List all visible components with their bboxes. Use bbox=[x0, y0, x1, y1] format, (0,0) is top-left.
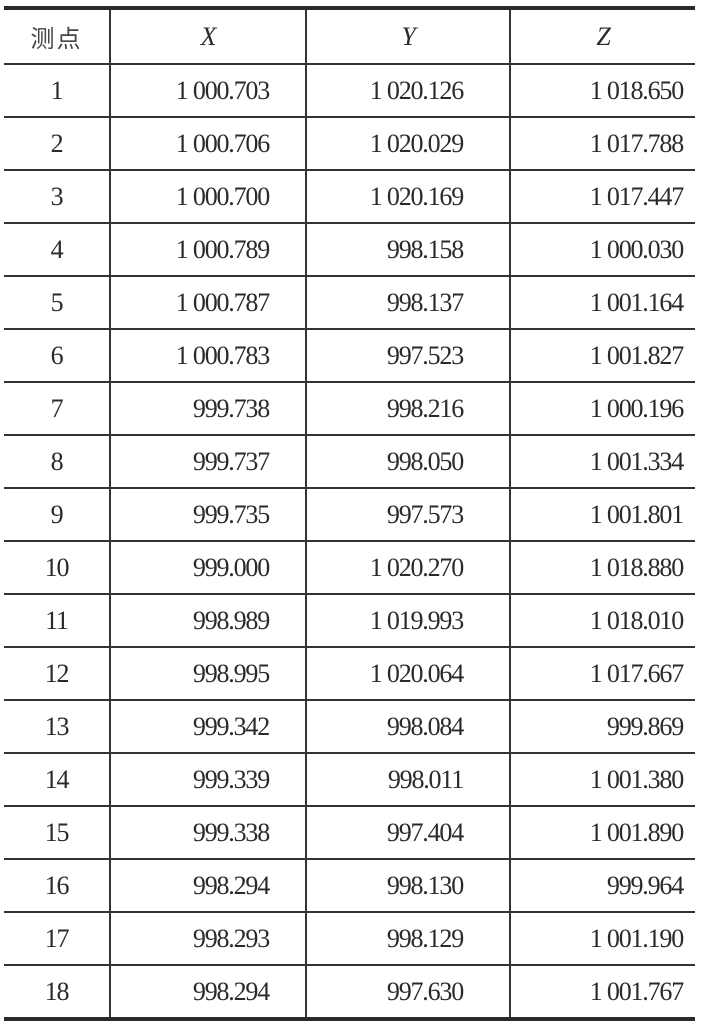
cell-x: 1 000.703 bbox=[109, 64, 306, 118]
cell-point: 9 bbox=[4, 488, 110, 542]
cell-x: 998.294 bbox=[109, 965, 306, 1020]
cell-point: 8 bbox=[4, 435, 110, 489]
cell-z: 1 017.788 bbox=[509, 117, 695, 171]
cell-point: 16 bbox=[4, 859, 110, 913]
cell-point: 1 bbox=[4, 64, 110, 118]
cell-y: 1 020.270 bbox=[305, 541, 510, 595]
cell-x: 1 000.700 bbox=[109, 170, 306, 224]
cell-y: 998.084 bbox=[305, 700, 510, 754]
table-row: 15 999.338 997.404 1 001.890 bbox=[4, 806, 695, 860]
cell-x: 998.989 bbox=[109, 594, 306, 648]
cell-z: 1 001.164 bbox=[509, 276, 695, 330]
cell-y: 998.011 bbox=[305, 753, 510, 807]
cell-y: 998.050 bbox=[305, 435, 510, 489]
cell-point: 2 bbox=[4, 117, 110, 171]
table-row: 7 999.738 998.216 1 000.196 bbox=[4, 382, 695, 436]
cell-point: 6 bbox=[4, 329, 110, 383]
cell-x: 999.342 bbox=[109, 700, 306, 754]
cell-point: 13 bbox=[4, 700, 110, 754]
cell-z: 1 017.447 bbox=[509, 170, 695, 224]
cell-point: 4 bbox=[4, 223, 110, 277]
cell-y: 998.130 bbox=[305, 859, 510, 913]
cell-point: 5 bbox=[4, 276, 110, 330]
cell-z: 999.869 bbox=[509, 700, 695, 754]
cell-z: 1 018.880 bbox=[509, 541, 695, 595]
table-row: 17 998.293 998.129 1 001.190 bbox=[4, 912, 695, 966]
cell-point: 11 bbox=[4, 594, 110, 648]
header-y: Y bbox=[305, 8, 510, 65]
cell-z: 1 001.380 bbox=[509, 753, 695, 807]
cell-y: 998.158 bbox=[305, 223, 510, 277]
cell-z: 1 001.334 bbox=[509, 435, 695, 489]
cell-x: 999.738 bbox=[109, 382, 306, 436]
cell-z: 1 001.190 bbox=[509, 912, 695, 966]
table-row: 11 998.989 1 019.993 1 018.010 bbox=[4, 594, 695, 648]
table-row: 16 998.294 998.130 999.964 bbox=[4, 859, 695, 913]
cell-z: 1 000.030 bbox=[509, 223, 695, 277]
header-row: 测点 X Y Z bbox=[4, 8, 695, 65]
cell-x: 999.735 bbox=[109, 488, 306, 542]
cell-x: 1 000.783 bbox=[109, 329, 306, 383]
cell-point: 17 bbox=[4, 912, 110, 966]
header-point: 测点 bbox=[4, 8, 110, 65]
cell-z: 1 001.767 bbox=[509, 965, 695, 1020]
table-row: 18 998.294 997.630 1 001.767 bbox=[4, 965, 695, 1020]
table-row: 13 999.342 998.084 999.869 bbox=[4, 700, 695, 754]
cell-x: 1 000.787 bbox=[109, 276, 306, 330]
table-row: 9 999.735 997.573 1 001.801 bbox=[4, 488, 695, 542]
cell-x: 999.000 bbox=[109, 541, 306, 595]
cell-point: 3 bbox=[4, 170, 110, 224]
cell-point: 10 bbox=[4, 541, 110, 595]
cell-z: 1 001.827 bbox=[509, 329, 695, 383]
header-x: X bbox=[109, 8, 306, 65]
cell-z: 1 000.196 bbox=[509, 382, 695, 436]
cell-y: 997.573 bbox=[305, 488, 510, 542]
cell-y: 997.523 bbox=[305, 329, 510, 383]
cell-y: 1 019.993 bbox=[305, 594, 510, 648]
cell-point: 7 bbox=[4, 382, 110, 436]
cell-y: 998.137 bbox=[305, 276, 510, 330]
cell-x: 998.293 bbox=[109, 912, 306, 966]
cell-x: 999.737 bbox=[109, 435, 306, 489]
cell-point: 15 bbox=[4, 806, 110, 860]
cell-z: 1 018.650 bbox=[509, 64, 695, 118]
cell-y: 998.216 bbox=[305, 382, 510, 436]
cell-x: 999.338 bbox=[109, 806, 306, 860]
table-row: 14 999.339 998.011 1 001.380 bbox=[4, 753, 695, 807]
cell-z: 1 017.667 bbox=[509, 647, 695, 701]
cell-x: 1 000.706 bbox=[109, 117, 306, 171]
table-row: 10 999.000 1 020.270 1 018.880 bbox=[4, 541, 695, 595]
cell-z: 999.964 bbox=[509, 859, 695, 913]
cell-point: 12 bbox=[4, 647, 110, 701]
cell-x: 998.995 bbox=[109, 647, 306, 701]
cell-point: 14 bbox=[4, 753, 110, 807]
cell-z: 1 018.010 bbox=[509, 594, 695, 648]
cell-y: 1 020.169 bbox=[305, 170, 510, 224]
cell-y: 997.630 bbox=[305, 965, 510, 1020]
cell-z: 1 001.801 bbox=[509, 488, 695, 542]
cell-point: 18 bbox=[4, 965, 110, 1020]
cell-y: 997.404 bbox=[305, 806, 510, 860]
cell-x: 998.294 bbox=[109, 859, 306, 913]
header-z: Z bbox=[509, 8, 695, 65]
cell-y: 1 020.029 bbox=[305, 117, 510, 171]
cell-x: 999.339 bbox=[109, 753, 306, 807]
cell-y: 1 020.064 bbox=[305, 647, 510, 701]
cell-y: 1 020.126 bbox=[305, 64, 510, 118]
cell-x: 1 000.789 bbox=[109, 223, 306, 277]
table-row: 8 999.737 998.050 1 001.334 bbox=[4, 435, 695, 489]
table-row: 12 998.995 1 020.064 1 017.667 bbox=[4, 647, 695, 701]
cell-z: 1 001.890 bbox=[509, 806, 695, 860]
cell-y: 998.129 bbox=[305, 912, 510, 966]
